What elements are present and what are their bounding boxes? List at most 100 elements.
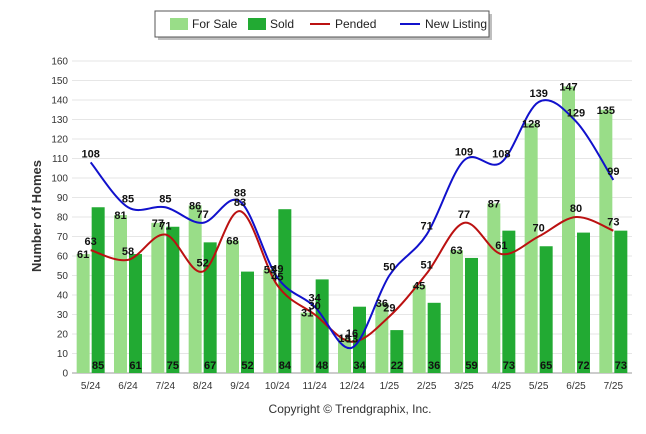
bar-sold <box>390 330 404 373</box>
x-tick-label: 11/24 <box>303 381 328 392</box>
bar-sold <box>315 279 329 373</box>
data-label-new-listing: 34 <box>309 293 322 305</box>
legend-label-pended: Pended <box>335 17 376 31</box>
y-tick-label: 150 <box>51 76 68 87</box>
data-label-pended: 52 <box>197 258 209 270</box>
x-tick-label: 7/24 <box>156 381 176 392</box>
data-label-sold: 36 <box>428 360 440 372</box>
bar-sold <box>91 207 105 373</box>
y-tick-label: 10 <box>57 349 69 360</box>
data-label-pended: 58 <box>122 246 134 258</box>
bar-sold <box>241 271 254 373</box>
y-tick-label: 40 <box>57 291 69 302</box>
legend-swatch-sold <box>248 18 266 30</box>
data-label-new-listing: 129 <box>567 107 585 119</box>
data-label-pended: 63 <box>85 236 97 248</box>
x-tick-label: 3/25 <box>454 381 474 392</box>
data-label-new-listing: 139 <box>529 88 547 100</box>
y-tick-label: 110 <box>52 154 68 165</box>
data-label-sold: 22 <box>391 360 403 372</box>
bar-sold <box>502 230 516 373</box>
bar-for-sale <box>151 222 165 373</box>
bar-sold <box>427 302 441 373</box>
y-tick-label: 100 <box>51 174 68 185</box>
y-tick-label: 130 <box>51 115 68 126</box>
bar-for-sale <box>524 123 538 374</box>
data-label-new-listing: 77 <box>197 209 209 221</box>
data-label-new-listing: 88 <box>234 187 246 199</box>
bar-sold <box>614 230 628 373</box>
data-label-for-sale: 63 <box>450 245 462 257</box>
y-axis-label: Number of Homes <box>29 160 44 272</box>
data-label-pended: 80 <box>570 203 582 215</box>
data-label-new-listing: 108 <box>81 148 99 160</box>
data-label-for-sale: 45 <box>413 280 425 292</box>
x-axis-ticks: 5/24 6/24 7/24 8/24 9/24 10/24 11/24 12/24 1/25 2… <box>81 381 624 392</box>
y-axis-ticks: 0 10 20 30 40 50 60 70 80 90 100 110 120 130 140 150 160 <box>51 57 68 380</box>
data-label-for-sale: 68 <box>226 235 238 247</box>
data-label-sold: 65 <box>540 360 552 372</box>
legend-label-for-sale: For Sale <box>192 17 238 31</box>
data-label-pended: 30 <box>309 301 321 313</box>
data-label-sold: 34 <box>353 360 366 372</box>
x-tick-label: 8/24 <box>193 381 213 392</box>
data-label-new-listing: 50 <box>383 262 395 274</box>
bar-for-sale <box>226 240 239 373</box>
data-label-pended: 83 <box>234 197 246 209</box>
legend: For Sale Sold Pended New Listing <box>154 10 492 40</box>
data-label-new-listing: 85 <box>159 193 171 205</box>
data-label-sold: 59 <box>465 360 477 372</box>
data-label-sold: 61 <box>129 360 141 372</box>
y-tick-label: 70 <box>57 232 69 243</box>
bar-sold <box>577 232 590 373</box>
data-label-for-sale: 77 <box>152 218 164 230</box>
y-tick-label: 160 <box>51 57 68 68</box>
x-tick-label: 9/24 <box>230 381 250 392</box>
data-label-new-listing: 13 <box>346 334 358 346</box>
bar-for-sale <box>487 203 501 373</box>
y-tick-label: 90 <box>57 193 69 204</box>
bar-for-sale <box>562 86 575 373</box>
line-new-listing <box>89 99 615 349</box>
bar-sold <box>539 246 553 373</box>
data-label-sold: 85 <box>92 360 104 372</box>
data-label-for-sale: 36 <box>376 298 388 310</box>
data-label-for-sale: 135 <box>597 105 615 117</box>
bar-for-sale <box>338 337 351 373</box>
x-tick-label: 6/24 <box>118 381 138 392</box>
data-label-new-listing: 85 <box>122 193 134 205</box>
data-label-for-sale: 18 <box>338 333 350 345</box>
data-label-pended: 77 <box>458 209 470 221</box>
data-label-pended: 70 <box>533 223 545 235</box>
data-label-sold: 67 <box>204 360 216 372</box>
data-label-pended: 29 <box>383 302 395 314</box>
data-label-sold: 72 <box>577 360 589 372</box>
bar-for-sale <box>188 205 202 373</box>
x-tick-label: 12/24 <box>339 381 364 392</box>
data-label-new-listing: 49 <box>271 263 283 275</box>
data-label-for-sale: 53 <box>264 265 276 277</box>
bar-for-sale <box>263 269 277 373</box>
bar-for-sale <box>76 254 90 373</box>
line-pended <box>90 210 614 343</box>
legend-label-new-listing: New Listing <box>425 17 487 31</box>
data-label-pended: 51 <box>421 260 433 272</box>
bar-sold <box>129 254 142 373</box>
data-label-sold: 73 <box>503 360 515 372</box>
data-label-for-sale: 81 <box>114 210 126 222</box>
data-label-pended: 16 <box>346 328 358 340</box>
bar-for-sale <box>114 215 127 373</box>
data-label-for-sale: 86 <box>189 200 201 212</box>
copyright-text: Copyright © Trendgraphix, Inc. <box>269 402 432 416</box>
data-label-sold: 84 <box>279 360 292 372</box>
bar-sold <box>166 226 180 373</box>
data-label-pended: 61 <box>495 240 507 252</box>
data-label-new-listing: 99 <box>607 166 619 178</box>
x-tick-label: 5/24 <box>81 381 101 392</box>
bar-for-sale <box>599 109 613 373</box>
x-tick-label: 6/25 <box>566 381 586 392</box>
y-tick-label: 80 <box>57 213 69 224</box>
data-label-for-sale: 31 <box>301 308 313 320</box>
x-tick-label: 5/25 <box>529 381 549 392</box>
